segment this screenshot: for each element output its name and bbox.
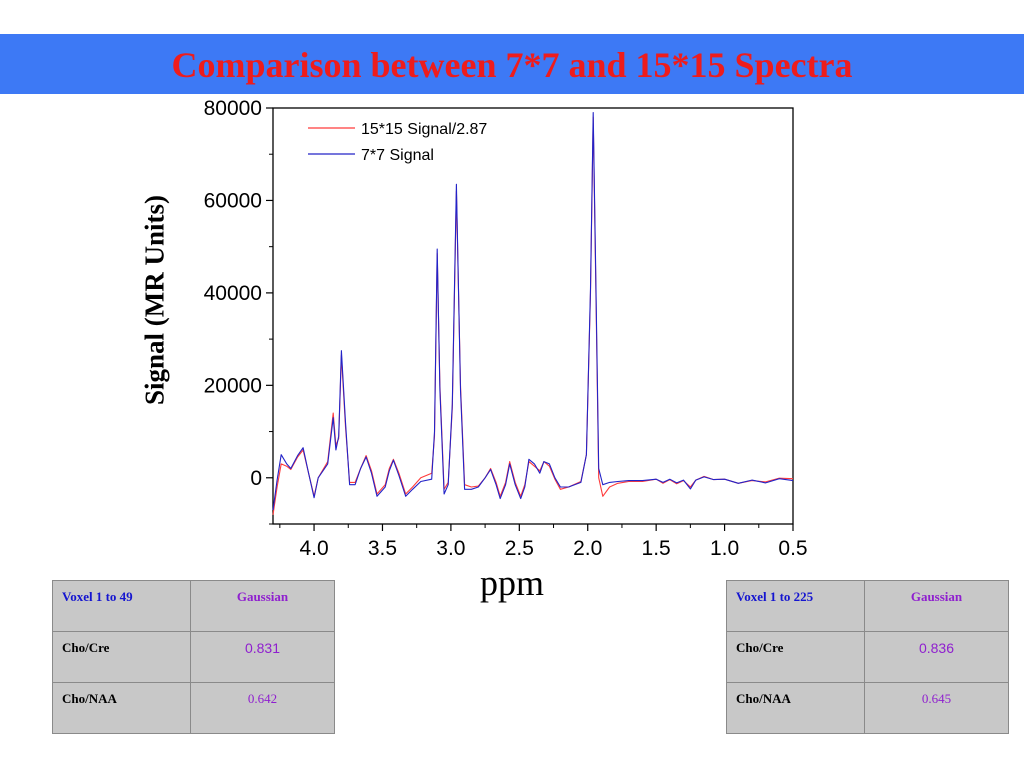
series-line-1: [272, 116, 794, 515]
x-tick-label: 3.0: [436, 537, 465, 560]
x-tick-label: 3.5: [368, 537, 397, 560]
ratio-label-cell: Cho/NAA: [726, 682, 865, 734]
plot-frame: [272, 107, 794, 525]
x-tick-label: 4.0: [299, 537, 328, 560]
ratio-label-cell: Cho/NAA: [52, 682, 191, 734]
y-tick-label: 40000: [204, 282, 262, 305]
y-tick-label: 60000: [204, 189, 262, 212]
x-axis-label: ppm: [480, 563, 545, 603]
x-tick-label: 1.5: [642, 537, 671, 560]
table-row: Cho/Cre 0.836: [726, 631, 1009, 683]
ratio-label-cell: Cho/Cre: [52, 631, 191, 683]
table-header-row: Voxel 1 to 225 Gaussian: [726, 580, 1009, 632]
voxel-header-cell: Voxel 1 to 49: [52, 580, 191, 632]
y-tick-label: 20000: [204, 374, 262, 397]
slide-title: Comparison between 7*7 and 15*15 Spectra: [171, 45, 853, 85]
right-ratio-table: Voxel 1 to 225 Gaussian Cho/Cre 0.836 Ch…: [726, 580, 1009, 734]
y-tick-label: 0: [250, 467, 262, 490]
ratio-label-cell: Cho/Cre: [726, 631, 865, 683]
ratio-value-cell: 0.642: [190, 682, 335, 734]
ratio-value-cell: 0.645: [864, 682, 1009, 734]
legend-label: 7*7 Signal: [361, 147, 434, 164]
method-header-cell: Gaussian: [190, 580, 335, 632]
table-header-row: Voxel 1 to 49 Gaussian: [52, 580, 335, 632]
table-row: Cho/NAA 0.642: [52, 682, 335, 734]
x-tick-label: 2.0: [573, 537, 602, 560]
voxel-header-cell: Voxel 1 to 225: [726, 580, 865, 632]
series-line-2: [272, 112, 794, 511]
table-row: Cho/Cre 0.831: [52, 631, 335, 683]
legend-label: 15*15 Signal/2.87: [361, 121, 487, 138]
x-tick-label: 0.5: [778, 537, 807, 560]
x-tick-label: 1.0: [710, 537, 739, 560]
table-row: Cho/NAA 0.645: [726, 682, 1009, 734]
ratio-value-cell: 0.836: [864, 631, 1009, 683]
left-ratio-table: Voxel 1 to 49 Gaussian Cho/Cre 0.831 Cho…: [52, 580, 335, 734]
ratio-value-cell: 0.831: [190, 631, 335, 683]
x-tick-label: 2.5: [505, 537, 534, 560]
y-tick-label: 80000: [204, 97, 262, 120]
y-axis-label: Signal (MR Units): [139, 194, 170, 406]
title-bar: Comparison between 7*7 and 15*15 Spectra: [0, 34, 1024, 94]
method-header-cell: Gaussian: [864, 580, 1009, 632]
